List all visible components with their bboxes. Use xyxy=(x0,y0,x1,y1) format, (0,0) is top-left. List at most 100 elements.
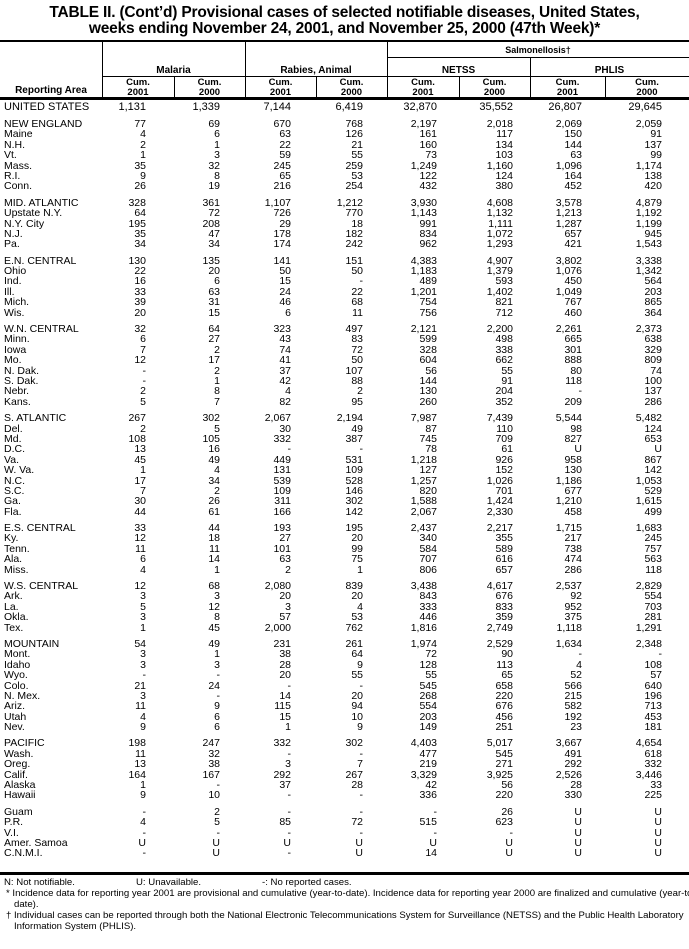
value-cell: 82 xyxy=(279,395,291,408)
value-cell: 4 xyxy=(576,658,582,671)
value-cell: 449 xyxy=(273,453,291,466)
reporting-area-cell: Oreg. xyxy=(4,758,31,771)
value-cell: U xyxy=(355,847,363,860)
value-cell: - xyxy=(142,364,147,377)
value-cell: 2,000 xyxy=(264,621,291,634)
value-cell: 1,339 xyxy=(192,101,220,113)
value-cell: - xyxy=(287,679,292,692)
value-cell: 50 xyxy=(351,354,363,367)
value-cell: 57 xyxy=(279,611,291,624)
value-cell: 219 xyxy=(419,758,437,771)
value-cell: - xyxy=(287,805,292,818)
value-cell: 124 xyxy=(644,422,662,435)
value-cell: - xyxy=(142,826,147,839)
reporting-area-cell: Iowa xyxy=(4,343,27,356)
reporting-area-cell: N. Dak. xyxy=(4,364,40,377)
value-cell: 21 xyxy=(134,679,146,692)
reporting-area-cell: Idaho xyxy=(4,658,31,671)
column-divider xyxy=(387,42,388,97)
table-row: R.I. 9 8 65 53 122 124 164 138 xyxy=(0,169,689,182)
salmonellosis-header: Salmonellosis† xyxy=(505,45,571,55)
table-row: Upstate N.Y. 64 72 726 770 1,143 1,132 1,213 1,1… xyxy=(0,207,689,220)
value-cell: 292 xyxy=(564,758,582,771)
value-cell: 432 xyxy=(419,180,437,193)
reporting-area-cell: N.J. xyxy=(4,227,23,240)
region-row: MID. ATLANTIC 328 361 1,107 1,212 3,930 4,608 3… xyxy=(0,196,689,209)
value-cell: 94 xyxy=(351,700,363,713)
value-cell: 98 xyxy=(570,422,582,435)
table-row: Nebr. 2 8 4 2 130 204 - 137 xyxy=(0,385,689,398)
value-cell: 745 xyxy=(419,432,437,445)
year-label: 2001 xyxy=(127,87,149,98)
value-cell: 361 xyxy=(202,196,220,209)
value-cell: 474 xyxy=(564,553,582,566)
value-cell: 2 xyxy=(140,385,146,398)
reporting-area-cell: Ohio xyxy=(4,265,27,278)
value-cell: - xyxy=(287,789,292,802)
value-cell: 215 xyxy=(564,689,582,702)
value-cell: - xyxy=(287,747,292,760)
value-cell: 6 xyxy=(140,553,146,566)
value-cell: 64 xyxy=(351,648,363,661)
value-cell: 1,974 xyxy=(410,637,437,650)
value-cell: 268 xyxy=(419,689,437,702)
value-cell: 17 xyxy=(134,474,146,487)
table-row: Wyo. - - 20 55 55 65 52 57 xyxy=(0,670,689,681)
reporting-area-cell: Amer. Samoa xyxy=(4,837,68,849)
value-cell: 2,067 xyxy=(410,505,437,518)
value-cell: U xyxy=(574,837,582,849)
value-cell: U xyxy=(654,816,662,829)
value-cell: 2,529 xyxy=(486,637,513,650)
table-row: C.N.M.I. - U - U 14 U U U xyxy=(0,847,689,860)
value-cell: U xyxy=(574,443,582,456)
value-cell: 108 xyxy=(644,658,662,671)
value-cell: 83 xyxy=(351,333,363,346)
table-row: Ind. 16 6 15 - 489 593 450 564 xyxy=(0,276,689,287)
year-label: 2001 xyxy=(269,87,292,98)
value-cell: 286 xyxy=(644,395,662,408)
value-cell: 27 xyxy=(279,532,291,545)
value-cell: 336 xyxy=(419,789,437,802)
value-cell: 26,807 xyxy=(548,101,582,113)
value-cell: 128 xyxy=(419,658,437,671)
value-cell: 2 xyxy=(140,422,146,435)
value-cell: 713 xyxy=(644,700,662,713)
value-cell: 1,249 xyxy=(410,159,437,172)
value-cell: 9 xyxy=(140,721,146,734)
value-cell: 1 xyxy=(214,563,220,576)
value-cell: 13 xyxy=(134,758,146,771)
value-cell: 616 xyxy=(495,553,513,566)
value-cell: 670 xyxy=(273,118,291,130)
value-cell: 32 xyxy=(208,159,220,172)
value-cell: 1,076 xyxy=(555,265,582,278)
value-cell: 53 xyxy=(351,169,363,182)
value-cell: 137 xyxy=(644,385,662,398)
value-cell: 44 xyxy=(134,505,146,518)
table-row: Ariz. 11 9 115 94 554 676 582 713 xyxy=(0,700,689,713)
value-cell: 1,096 xyxy=(555,159,582,172)
value-cell: 4 xyxy=(140,563,146,576)
value-cell: 3 xyxy=(140,689,146,702)
value-cell: 9 xyxy=(357,721,363,734)
value-cell: 63 xyxy=(279,553,291,566)
value-cell: 2,437 xyxy=(410,522,437,535)
value-cell: U xyxy=(654,805,662,818)
value-cell: 1,213 xyxy=(555,207,582,220)
value-cell: 9 xyxy=(214,700,220,713)
value-cell: - xyxy=(359,679,364,692)
value-cell: 1,026 xyxy=(486,474,513,487)
value-cell: 2,330 xyxy=(486,505,513,518)
value-cell: 452 xyxy=(564,180,582,193)
value-cell: 1,111 xyxy=(488,217,513,230)
reporting-area-cell: Calif. xyxy=(4,768,28,781)
value-cell: 554 xyxy=(644,590,662,603)
value-cell: 216 xyxy=(273,180,291,193)
region-row: NEW ENGLAND 77 69 670 768 2,197 2,018 2,069 2,05… xyxy=(0,118,689,130)
value-cell: 545 xyxy=(495,747,513,760)
value-cell: 1,143 xyxy=(410,207,437,220)
value-cell: 149 xyxy=(419,721,437,734)
reporting-area-cell: Upstate N.Y. xyxy=(4,207,63,220)
value-cell: 623 xyxy=(495,816,513,829)
value-cell: 3 xyxy=(140,648,146,661)
value-cell: 421 xyxy=(564,238,582,251)
